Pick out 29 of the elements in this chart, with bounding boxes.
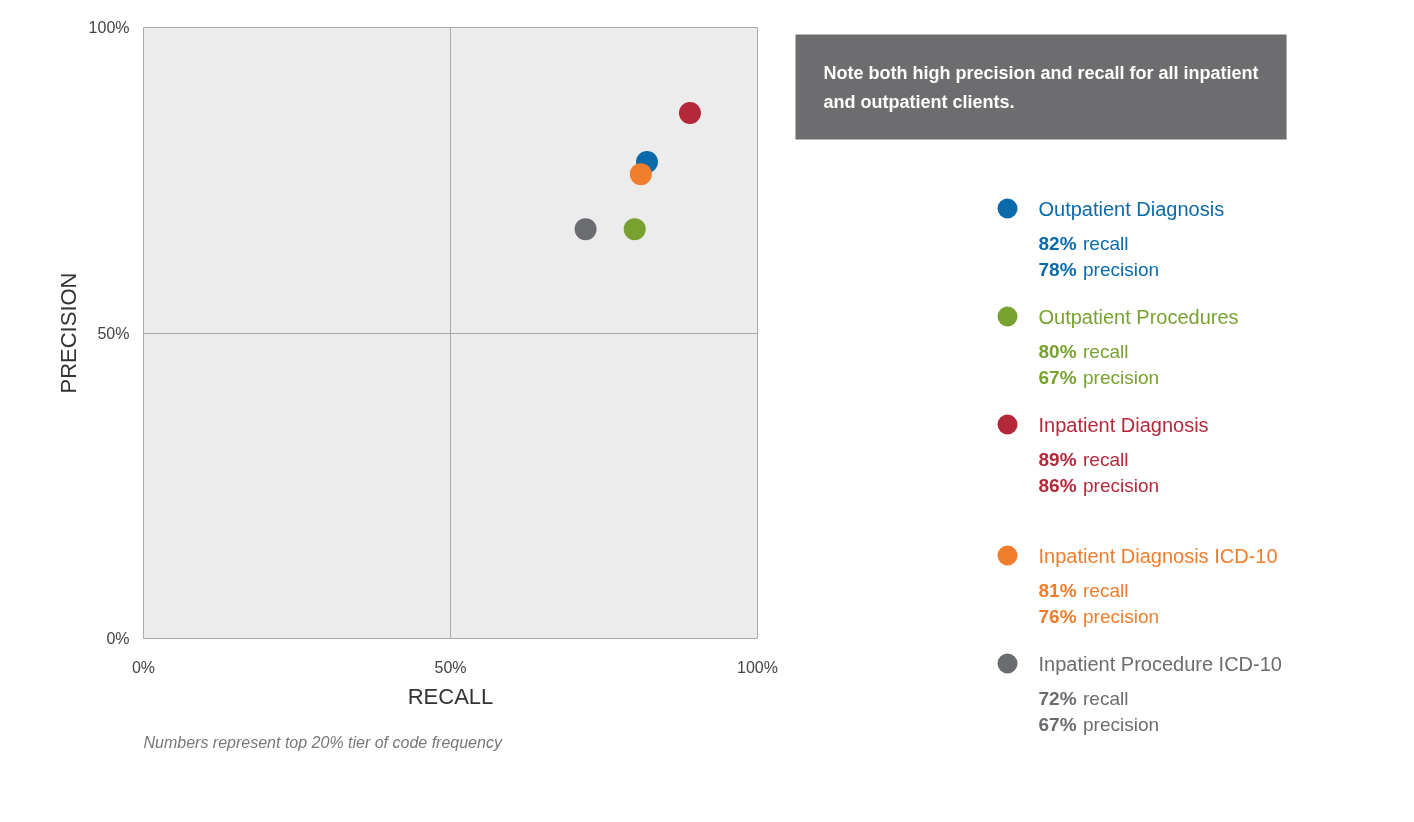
x-tick-label: 0% bbox=[131, 658, 156, 676]
text: 72% recall bbox=[1038, 688, 1129, 709]
y-tick-label: 50% bbox=[97, 324, 130, 342]
legend-label: Outpatient Procedures bbox=[1038, 305, 1239, 328]
point bbox=[629, 163, 652, 186]
legend-label: Inpatient Procedure ICD-10 bbox=[1038, 652, 1282, 675]
y-axis-title: PRECISION bbox=[55, 272, 81, 394]
text: 81% recall bbox=[1038, 580, 1129, 601]
text: 80% recall bbox=[1038, 341, 1129, 362]
point bbox=[678, 102, 701, 125]
text: 67% precision bbox=[1038, 714, 1160, 735]
y-tick-label: 0% bbox=[106, 630, 130, 647]
text: 76% precision bbox=[1038, 606, 1160, 627]
x-tick-label: 100% bbox=[737, 658, 778, 676]
legend-label: Outpatient Diagnosis bbox=[1038, 197, 1225, 220]
point bbox=[574, 218, 597, 241]
text: Note both high precision and recall for all inpatient and outpatient clients. bbox=[823, 62, 1259, 112]
x-tick-label: 50% bbox=[434, 658, 467, 676]
text: 82% recall bbox=[1038, 233, 1129, 254]
point bbox=[623, 218, 646, 241]
y-tick-label: 100% bbox=[88, 19, 130, 36]
x-axis-title: RECALL bbox=[407, 683, 494, 709]
text: 78% precision bbox=[1038, 259, 1160, 280]
legend-label: Inpatient Diagnosis ICD-10 bbox=[1038, 544, 1278, 567]
legend-label: Inpatient Diagnosis bbox=[1038, 413, 1209, 436]
text: 86% precision bbox=[1038, 475, 1160, 496]
text: 67% precision bbox=[1038, 367, 1160, 388]
text: Numbers represent top 20% tier of code frequency bbox=[143, 733, 503, 751]
text: 89% recall bbox=[1038, 449, 1129, 470]
